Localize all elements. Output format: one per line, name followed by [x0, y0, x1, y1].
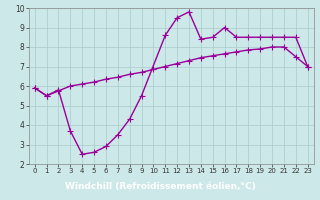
Text: Windchill (Refroidissement éolien,°C): Windchill (Refroidissement éolien,°C) — [65, 182, 255, 191]
